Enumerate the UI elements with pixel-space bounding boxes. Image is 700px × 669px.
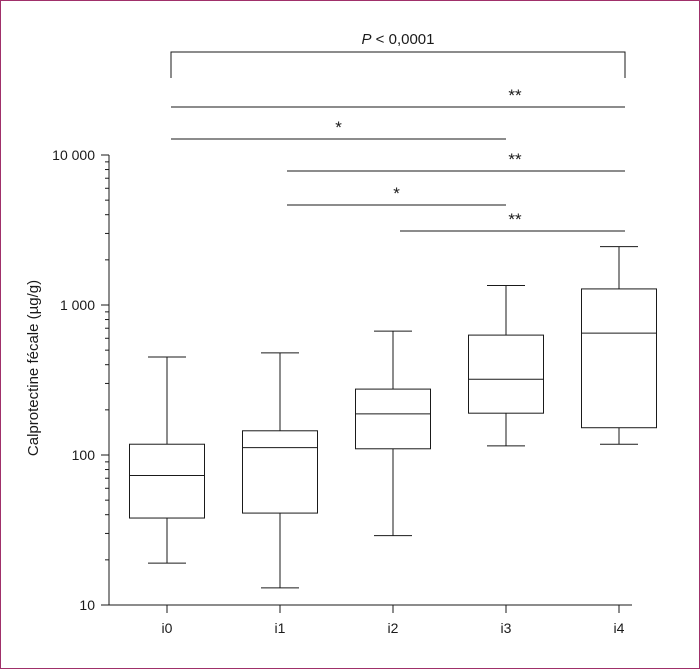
y-tick-label: 100: [72, 447, 96, 463]
overall-test-label: P < 0,0001: [362, 31, 435, 48]
x-tick-label: i4: [614, 620, 625, 636]
y-axis-label: Calprotectine fécale (µg/g): [25, 280, 42, 456]
y-tick-label: 10: [79, 597, 95, 613]
x-tick-label: i1: [275, 620, 286, 636]
iqr-box: [468, 334, 544, 414]
iqr-box: [242, 430, 318, 514]
x-tick-label: i2: [388, 620, 399, 636]
iqr-box: [129, 443, 205, 519]
boxes: [129, 246, 657, 589]
iqr-box: [581, 288, 657, 429]
comparison-label: **: [508, 210, 522, 229]
box-i1: [242, 352, 318, 589]
significance-brackets: P < 0,0001********: [170, 31, 626, 232]
y-tick-label: 10 000: [52, 147, 95, 163]
x-tick-label: i3: [501, 620, 512, 636]
box-i2: [355, 330, 431, 537]
axes: 10 100 1 000 10 000 i0 i1 i2 i3 i4: [52, 147, 632, 636]
comparison-label: *: [335, 118, 342, 137]
iqr-box: [355, 388, 431, 450]
comparison-label: **: [508, 86, 522, 105]
box-i0: [129, 356, 205, 564]
comparison-label: *: [393, 184, 400, 203]
overall-test-bracket: [170, 51, 626, 78]
x-tick-label: i0: [162, 620, 173, 636]
y-tick-label: 1 000: [60, 297, 95, 313]
box-i4: [581, 246, 657, 445]
comparison-label: **: [508, 150, 522, 169]
box-i3: [468, 284, 544, 447]
